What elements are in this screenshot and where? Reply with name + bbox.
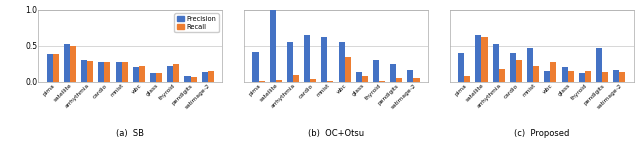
Bar [287, 42, 293, 82]
Bar [339, 42, 344, 82]
Bar [64, 44, 70, 82]
Bar [481, 37, 488, 82]
Legend: Precision, Recall: Precision, Recall [174, 13, 219, 32]
Bar [561, 67, 568, 82]
Bar [362, 76, 368, 82]
Bar [173, 64, 179, 82]
Bar [259, 81, 264, 82]
Bar [321, 37, 328, 82]
Bar [133, 67, 139, 82]
Bar [545, 71, 550, 82]
X-axis label: (c)  Proposed: (c) Proposed [514, 129, 570, 138]
X-axis label: (a)  SB: (a) SB [116, 129, 144, 138]
Bar [516, 60, 522, 82]
Bar [493, 44, 499, 82]
Bar [568, 71, 573, 82]
Bar [550, 62, 556, 82]
Bar [310, 79, 316, 82]
Bar [613, 70, 620, 82]
Bar [52, 54, 59, 82]
Bar [585, 71, 591, 82]
Bar [276, 80, 282, 82]
Bar [116, 62, 122, 82]
Bar [499, 69, 505, 82]
Bar [510, 53, 516, 82]
Bar [70, 46, 76, 82]
Bar [150, 73, 156, 82]
Bar [208, 71, 214, 82]
Bar [602, 72, 608, 82]
Bar [47, 54, 52, 82]
Bar [156, 73, 162, 82]
Bar [139, 66, 145, 82]
Bar [99, 62, 104, 82]
X-axis label: (b)  OC+Otsu: (b) OC+Otsu [308, 129, 364, 138]
Bar [390, 64, 396, 82]
Bar [356, 72, 362, 82]
Bar [191, 77, 196, 82]
Bar [293, 75, 299, 82]
Bar [620, 72, 625, 82]
Bar [373, 60, 379, 82]
Bar [464, 76, 470, 82]
Bar [396, 78, 403, 82]
Bar [328, 81, 333, 82]
Bar [408, 70, 413, 82]
Bar [104, 62, 111, 82]
Bar [527, 48, 533, 82]
Bar [167, 66, 173, 82]
Bar [81, 60, 87, 82]
Bar [202, 72, 208, 82]
Bar [596, 48, 602, 82]
Bar [476, 35, 481, 82]
Bar [184, 76, 191, 82]
Bar [379, 81, 385, 82]
Bar [87, 61, 93, 82]
Bar [253, 52, 259, 82]
Bar [579, 73, 585, 82]
Bar [304, 35, 310, 82]
Bar [533, 66, 539, 82]
Bar [458, 53, 464, 82]
Bar [344, 57, 351, 82]
Bar [413, 78, 419, 82]
Bar [122, 62, 127, 82]
Bar [269, 10, 276, 82]
